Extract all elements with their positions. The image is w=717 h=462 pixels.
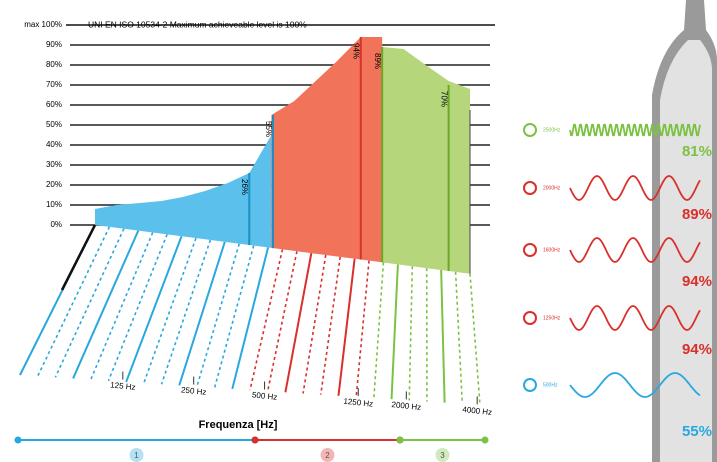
leg-line (125, 235, 183, 383)
zone-label: 3 (440, 451, 445, 460)
zone-dot (14, 436, 22, 444)
leg-line (440, 269, 446, 403)
chart-title: UNI EN ISO 10534-2 Maximum achieveable l… (88, 19, 307, 29)
annotation-label: 55% (264, 121, 273, 137)
zone-dot (481, 436, 489, 444)
row-frequency: 2500Hz (543, 127, 561, 133)
y-tick-label: 50% (46, 120, 62, 129)
y-tick-label: 0% (50, 220, 62, 229)
axis-edge (60, 224, 97, 291)
y-tick-label: 60% (46, 100, 62, 109)
y-tick-label: 20% (46, 180, 62, 189)
row-percent: 81% (682, 143, 712, 160)
row-percent: 94% (682, 341, 712, 358)
leg-line (107, 234, 168, 382)
leg-line (90, 232, 154, 380)
leg-line (213, 245, 255, 388)
leg-line (36, 226, 111, 377)
leg-line (196, 243, 240, 387)
zone-badge (320, 448, 335, 462)
y-tick-label: 10% (46, 200, 62, 209)
leg-line (337, 258, 356, 396)
leg-line (284, 252, 313, 393)
leg-line (249, 249, 284, 391)
leg-line (373, 262, 385, 399)
row-icon (523, 181, 537, 195)
leg-line (72, 230, 140, 379)
row-frequency: 1600Hz (543, 247, 561, 253)
wave (569, 237, 701, 263)
y-tick-label: 80% (46, 60, 62, 69)
x-tick-label: 250 Hz (181, 385, 207, 397)
annotation-label: 70% (440, 91, 449, 107)
leg-line (160, 239, 212, 385)
zone-badge (129, 448, 144, 462)
zone-label: 1 (134, 451, 139, 460)
x-tick-label: 125 Hz (110, 380, 136, 392)
tube-inner (660, 40, 712, 462)
area (271, 37, 383, 263)
leg-line (231, 247, 270, 390)
x-axis-label: Frequenza [Hz] (199, 419, 278, 431)
row-percent: 94% (682, 273, 712, 290)
row-icon (523, 123, 537, 137)
row-frequency: 1250Hz (543, 315, 561, 321)
wave (569, 123, 701, 137)
zone-label: 2 (325, 451, 330, 460)
wave (569, 175, 701, 201)
y-tick-label: 40% (46, 140, 62, 149)
annotation-label: 94% (352, 43, 361, 59)
row-frequency: 2000Hz (543, 185, 561, 191)
row-icon (523, 378, 537, 392)
zone-dot (396, 436, 404, 444)
x-tick-label: 500 Hz (252, 390, 278, 402)
wave (569, 305, 701, 331)
wave (569, 372, 701, 398)
leg-line (454, 271, 464, 404)
x-tick-label: 2000 Hz (391, 400, 422, 412)
leg-line (355, 260, 370, 397)
row-icon (523, 243, 537, 257)
y-tick-label: max 100% (24, 20, 62, 29)
annotation-label: 26% (240, 179, 249, 195)
row-frequency: 500Hz (543, 382, 558, 388)
row-percent: 55% (682, 423, 712, 440)
area (95, 135, 272, 248)
x-tick-label: 1250 Hz (343, 397, 374, 409)
y-tick-label: 70% (46, 80, 62, 89)
row-icon (523, 311, 537, 325)
leg-line (302, 254, 327, 394)
zone-badge (435, 448, 450, 462)
leg-line (178, 241, 226, 386)
y-tick-label: 30% (46, 160, 62, 169)
x-tick-label: 4000 Hz (462, 405, 493, 417)
leg-line (469, 273, 481, 406)
leg-line (390, 264, 399, 400)
leg-line (319, 256, 341, 395)
leg-line (143, 237, 197, 384)
leg-line (408, 266, 414, 401)
y-tick-label: 90% (46, 40, 62, 49)
row-percent: 89% (682, 206, 712, 223)
annotation-label: 89% (373, 53, 382, 69)
zone-dot (251, 436, 259, 444)
